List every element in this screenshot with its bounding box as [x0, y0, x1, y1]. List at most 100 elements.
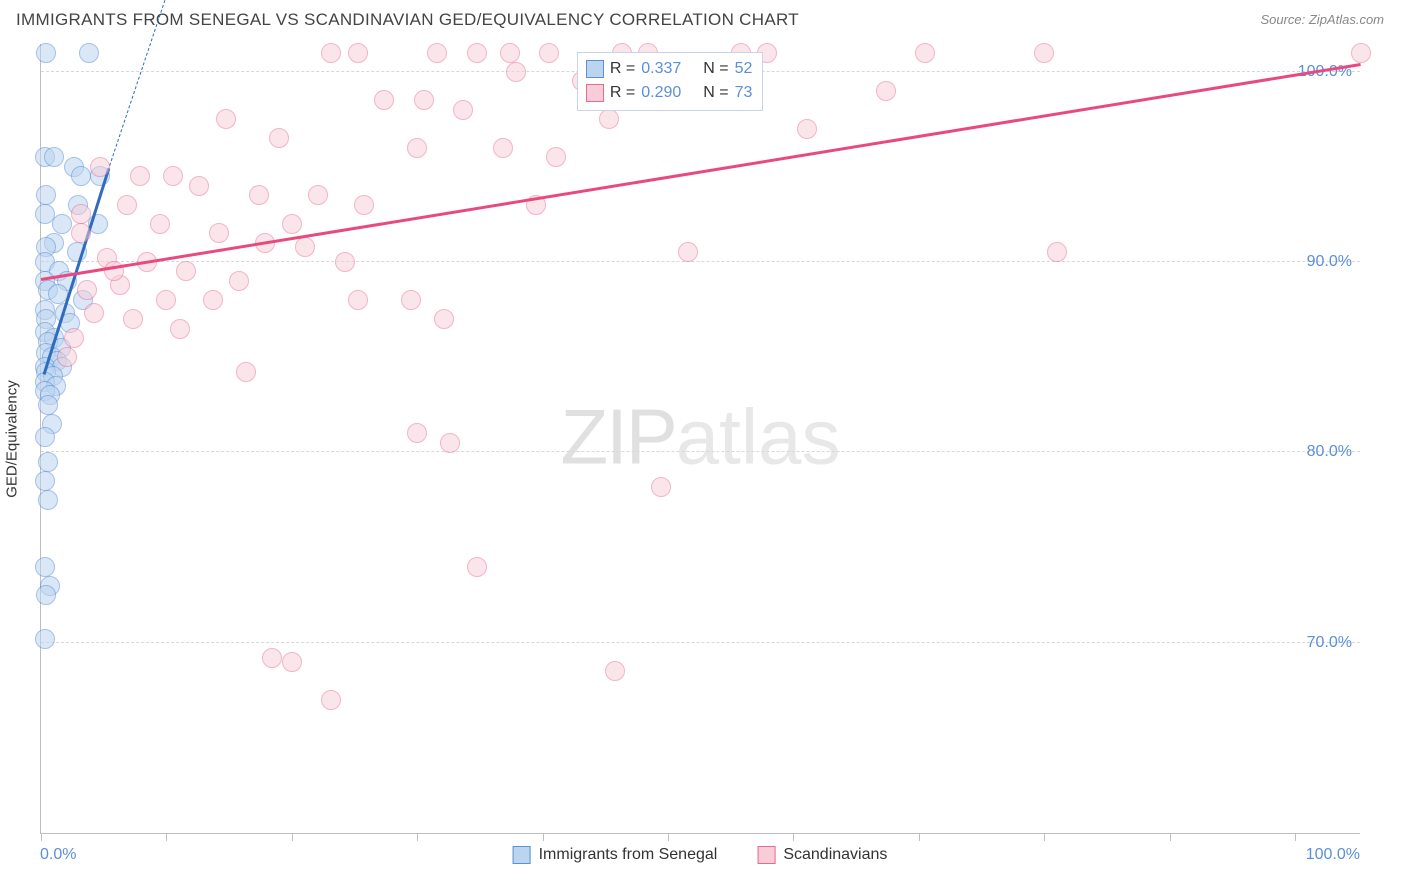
- scatter-point: [38, 395, 58, 415]
- scatter-point: [282, 652, 302, 672]
- scatter-point: [321, 43, 341, 63]
- scatter-point: [354, 195, 374, 215]
- scatter-point: [150, 214, 170, 234]
- scatter-point: [605, 661, 625, 681]
- legend-label: Immigrants from Senegal: [539, 846, 718, 864]
- x-tick: [1295, 833, 1296, 841]
- y-axis-title: GED/Equivalency: [4, 380, 21, 498]
- scatter-point: [36, 185, 56, 205]
- legend-item: Scandinavians: [757, 846, 887, 864]
- scatter-point: [90, 157, 110, 177]
- scatter-point: [229, 271, 249, 291]
- scatter-point: [216, 109, 236, 129]
- x-tick: [41, 833, 42, 841]
- scatter-point: [453, 100, 473, 120]
- scatter-point: [203, 290, 223, 310]
- scatter-point: [71, 204, 91, 224]
- scatter-point: [84, 303, 104, 323]
- scatter-point: [44, 147, 64, 167]
- source-attribution: Source: ZipAtlas.com: [1260, 12, 1384, 27]
- scatter-point: [269, 128, 289, 148]
- scatter-point: [282, 214, 302, 234]
- x-axis-max-label: 100.0%: [1306, 846, 1360, 864]
- scatter-point: [915, 43, 935, 63]
- scatter-point: [539, 43, 559, 63]
- scatter-point: [176, 261, 196, 281]
- scatter-point: [71, 166, 91, 186]
- scatter-point: [79, 43, 99, 63]
- scatter-point: [500, 43, 520, 63]
- scatter-point: [407, 138, 427, 158]
- x-axis-min-label: 0.0%: [40, 846, 76, 864]
- scatter-point: [348, 43, 368, 63]
- scatter-point: [156, 290, 176, 310]
- scatter-point: [1351, 43, 1371, 63]
- legend-swatch: [586, 84, 604, 102]
- series-legend: Immigrants from Senegal Scandinavians: [513, 846, 888, 864]
- x-tick: [1170, 833, 1171, 841]
- y-tick-label: 80.0%: [1307, 443, 1352, 461]
- scatter-point: [36, 585, 56, 605]
- scatter-point: [209, 223, 229, 243]
- legend-swatch: [586, 60, 604, 78]
- scatter-point: [189, 176, 209, 196]
- watermark: ZIPatlas: [560, 391, 840, 482]
- stats-legend-row: R =0.337N =52: [586, 57, 753, 81]
- x-tick: [919, 833, 920, 841]
- scatter-point: [599, 109, 619, 129]
- scatter-point: [1047, 242, 1067, 262]
- scatter-point: [295, 237, 315, 257]
- scatter-point: [123, 309, 143, 329]
- scatter-point: [407, 423, 427, 443]
- scatter-point: [38, 452, 58, 472]
- y-tick-label: 70.0%: [1307, 634, 1352, 652]
- scatter-point: [651, 477, 671, 497]
- plot-area: ZIPatlas 70.0%80.0%90.0%100.0%R =0.337N …: [40, 44, 1360, 834]
- scatter-point: [335, 252, 355, 272]
- scatter-point: [374, 90, 394, 110]
- scatter-point: [262, 648, 282, 668]
- gridline: [41, 451, 1360, 452]
- scatter-point: [797, 119, 817, 139]
- scatter-point: [467, 557, 487, 577]
- x-tick: [793, 833, 794, 841]
- x-tick: [668, 833, 669, 841]
- scatter-point: [130, 166, 150, 186]
- scatter-point: [440, 433, 460, 453]
- scatter-point: [35, 557, 55, 577]
- scatter-point: [117, 195, 137, 215]
- scatter-point: [1034, 43, 1054, 63]
- scatter-point: [876, 81, 896, 101]
- legend-swatch: [513, 846, 531, 864]
- x-tick: [417, 833, 418, 841]
- gridline: [41, 642, 1360, 643]
- scatter-point: [414, 90, 434, 110]
- scatter-point: [506, 62, 526, 82]
- scatter-point: [348, 290, 368, 310]
- scatter-point: [163, 166, 183, 186]
- chart-title: IMMIGRANTS FROM SENEGAL VS SCANDINAVIAN …: [16, 10, 799, 29]
- scatter-point: [77, 280, 97, 300]
- scatter-point: [57, 347, 77, 367]
- chart-container: ZIPatlas 70.0%80.0%90.0%100.0%R =0.337N …: [40, 44, 1360, 834]
- scatter-point: [170, 319, 190, 339]
- scatter-point: [321, 690, 341, 710]
- scatter-point: [546, 147, 566, 167]
- scatter-point: [35, 629, 55, 649]
- legend-item: Immigrants from Senegal: [513, 846, 718, 864]
- scatter-point: [401, 290, 421, 310]
- scatter-point: [236, 362, 256, 382]
- x-tick: [166, 833, 167, 841]
- scatter-point: [35, 471, 55, 491]
- y-tick-label: 90.0%: [1307, 253, 1352, 271]
- scatter-point: [64, 328, 84, 348]
- x-tick: [1044, 833, 1045, 841]
- legend-swatch: [757, 846, 775, 864]
- gridline: [41, 261, 1360, 262]
- scatter-point: [434, 309, 454, 329]
- legend-label: Scandinavians: [783, 846, 887, 864]
- scatter-point: [678, 242, 698, 262]
- scatter-point: [493, 138, 513, 158]
- scatter-point: [35, 427, 55, 447]
- x-tick: [292, 833, 293, 841]
